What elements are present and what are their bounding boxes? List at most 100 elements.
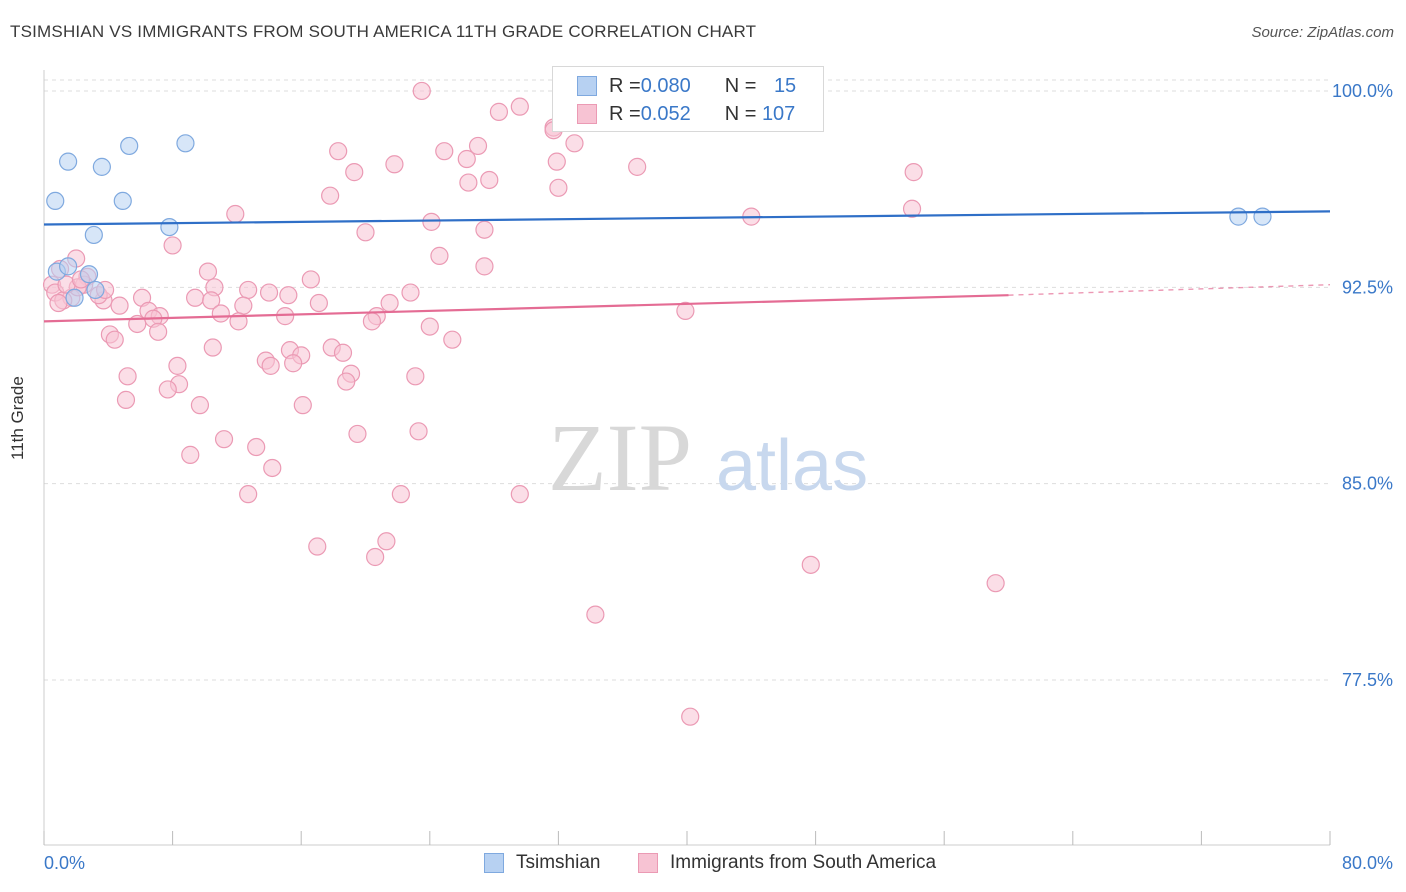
point-south-america	[986, 574, 1005, 593]
point-south-america	[149, 322, 168, 341]
point-south-america	[259, 283, 279, 302]
point-south-america	[239, 280, 258, 300]
point-south-america	[158, 380, 177, 399]
point-south-america	[549, 178, 568, 197]
point-south-america	[186, 288, 205, 307]
point-south-america	[308, 537, 327, 556]
legend-r-label: R =	[609, 74, 641, 97]
legend-item-tsimshian[interactable]: Tsimshian	[484, 852, 600, 874]
point-south-america	[547, 152, 566, 171]
point-south-america	[409, 422, 428, 441]
point-south-america	[459, 173, 478, 192]
point-tsimshian	[1229, 207, 1248, 226]
point-south-america	[105, 330, 124, 349]
point-tsimshian	[79, 265, 99, 284]
point-south-america	[435, 142, 454, 161]
point-south-america	[377, 532, 396, 551]
point-south-america	[309, 293, 328, 313]
legend-row-tsimshian: R = 0.080 N = 15	[577, 73, 796, 99]
point-south-america	[203, 338, 222, 357]
point-south-america	[475, 220, 494, 239]
series-tsimshian-points	[46, 134, 1272, 307]
point-south-america	[163, 236, 182, 255]
grid-lines	[44, 79, 1330, 681]
point-south-america	[198, 262, 218, 281]
chart-title: TSIMSHIAN VS IMMIGRANTS FROM SOUTH AMERI…	[10, 22, 757, 41]
trend-line-tsimshian	[43, 210, 1331, 226]
series-legend: Tsimshian Immigrants from South America	[0, 852, 1406, 876]
point-south-america	[586, 605, 605, 624]
y-tick-label: 100.0%	[1332, 81, 1393, 101]
point-south-america	[420, 317, 439, 336]
point-south-america	[468, 136, 488, 156]
point-south-america	[366, 547, 385, 567]
point-tsimshian	[113, 191, 132, 211]
point-south-america	[480, 170, 499, 190]
point-south-america	[457, 149, 476, 169]
point-south-america	[226, 204, 245, 224]
x-tick-label: 0.0%	[44, 853, 85, 873]
point-south-america	[247, 437, 266, 457]
point-south-america	[110, 296, 129, 315]
point-south-america	[321, 186, 340, 205]
point-south-america	[406, 367, 425, 386]
legend-swatch-tsimshian	[577, 76, 597, 96]
point-south-america	[202, 291, 221, 310]
point-tsimshian	[65, 288, 84, 307]
point-tsimshian	[86, 280, 105, 300]
point-south-america	[181, 445, 200, 464]
point-south-america	[345, 163, 364, 182]
point-south-america	[168, 356, 187, 375]
point-south-america	[443, 330, 462, 349]
point-south-america	[329, 142, 348, 161]
watermark: ZIP atlas	[548, 404, 868, 511]
y-axis-label: 11th Grade	[8, 376, 27, 460]
point-south-america	[211, 304, 230, 323]
point-south-america	[284, 354, 303, 373]
axes	[43, 70, 1331, 846]
point-south-america	[348, 424, 367, 444]
y-tick-label: 92.5%	[1342, 277, 1393, 297]
point-south-america	[263, 458, 282, 478]
legend-n-label: N =	[724, 102, 762, 125]
point-south-america	[337, 372, 356, 391]
point-south-america	[261, 356, 280, 375]
legend-item-south-america[interactable]: Immigrants from South America	[638, 852, 936, 874]
point-south-america	[239, 485, 258, 504]
point-south-america	[293, 396, 312, 415]
point-south-america	[801, 555, 820, 574]
legend-r-label: R =	[609, 102, 641, 125]
point-south-america	[362, 312, 382, 331]
point-south-america	[681, 707, 700, 726]
point-south-america	[276, 307, 295, 326]
legend-row-south-america: R = 0.052 N = 107	[577, 101, 795, 127]
point-south-america	[234, 296, 253, 315]
legend-n-value: 15	[773, 74, 797, 97]
point-south-america	[904, 163, 923, 182]
point-tsimshian	[46, 191, 65, 211]
point-south-america	[489, 102, 509, 121]
tick-labels: 77.5% 85.0% 92.5% 100.0% 0.0% 80.0%	[44, 81, 1393, 873]
trend-line-south-america-extension	[1008, 283, 1331, 296]
point-south-america	[333, 343, 353, 362]
trend-lines	[43, 210, 1331, 323]
watermark-zip: ZIP	[548, 404, 692, 511]
point-south-america	[214, 430, 234, 449]
point-south-america	[510, 97, 529, 116]
point-south-america	[401, 283, 420, 302]
point-tsimshian	[84, 225, 103, 245]
point-south-america	[190, 396, 210, 415]
point-south-america	[380, 293, 399, 313]
point-south-america	[475, 257, 494, 276]
point-south-america	[118, 367, 137, 386]
y-tick-label: 77.5%	[1342, 670, 1393, 690]
legend-label-tsimshian: Tsimshian	[516, 852, 601, 873]
point-south-america	[628, 157, 647, 176]
point-south-america	[385, 155, 404, 174]
x-tick-label: 80.0%	[1342, 853, 1393, 873]
legend-swatch-tsimshian	[484, 853, 504, 873]
legend-r-value: 0.080	[640, 74, 691, 97]
point-tsimshian	[176, 134, 195, 153]
point-south-america	[565, 134, 584, 153]
